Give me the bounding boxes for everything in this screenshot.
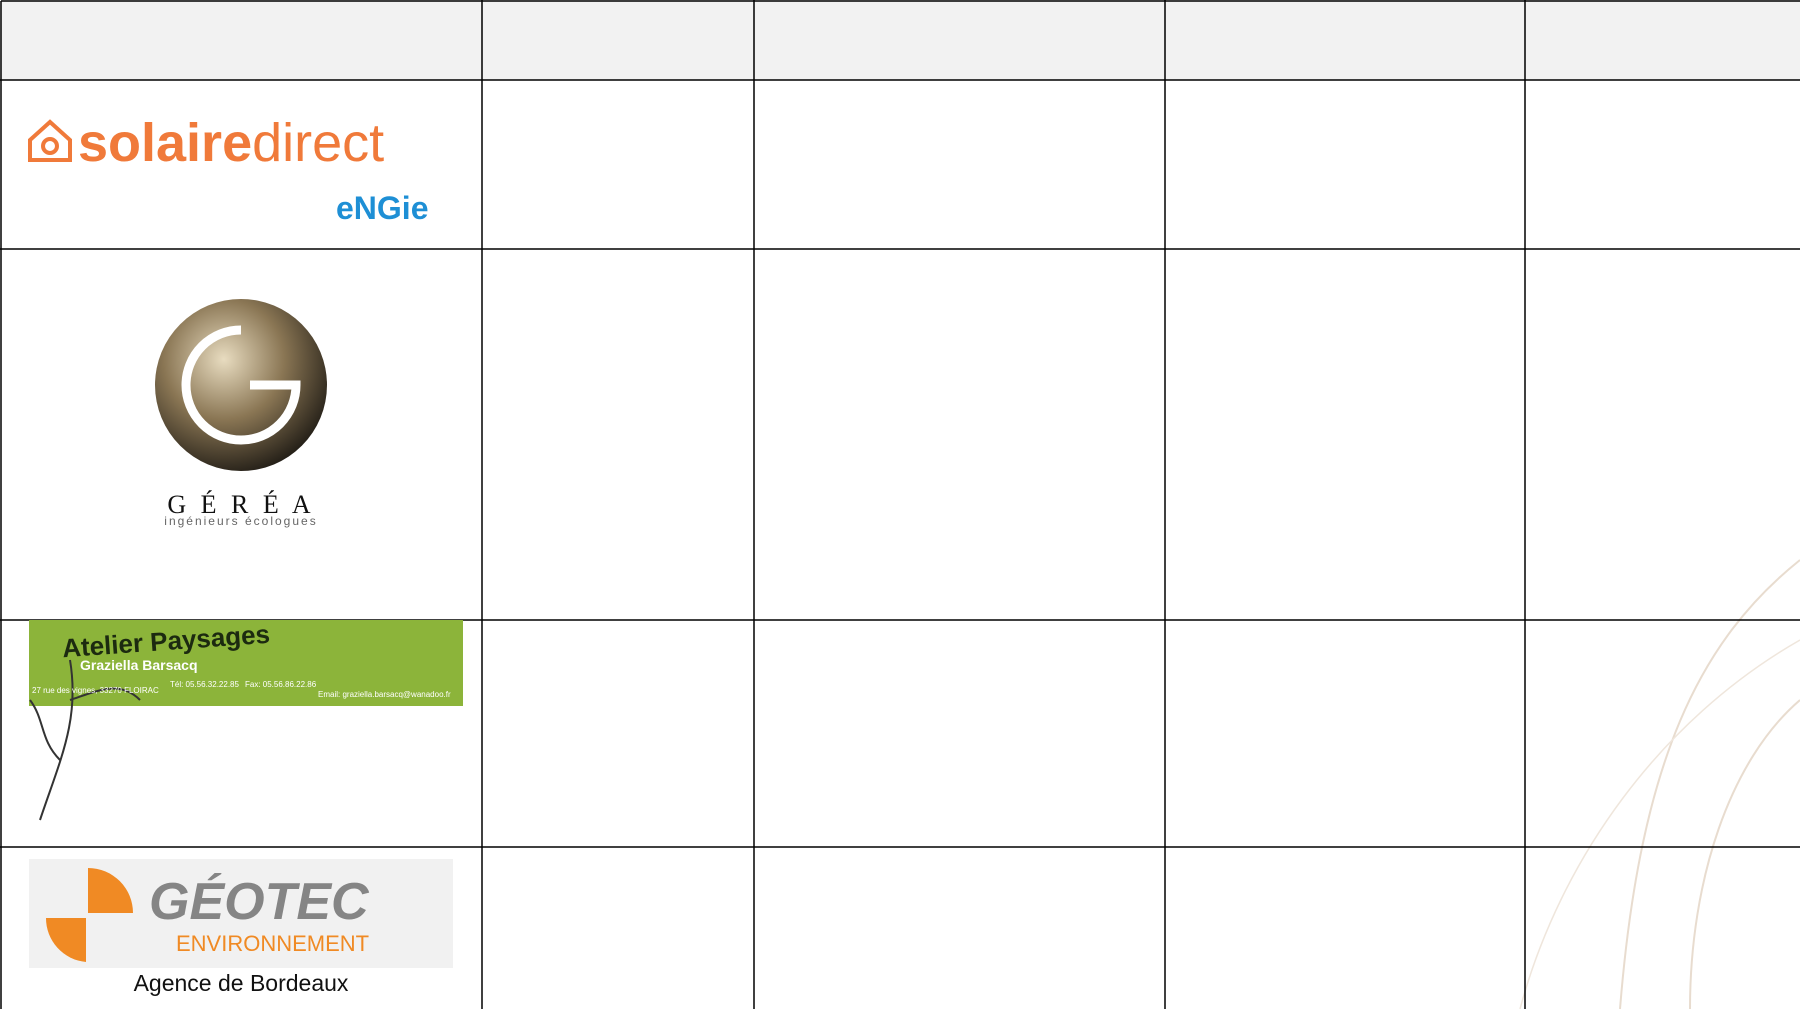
decor-arc: [1689, 699, 1800, 1009]
geotec-icon: [88, 868, 133, 913]
gerea-globe: [155, 299, 327, 471]
decor-arc: [1619, 559, 1800, 1009]
atelier-tel: Tél: 05.56.32.22.85: [170, 680, 239, 689]
header-bg: [0, 0, 1800, 80]
atelier-fax: Fax: 05.56.86.22.86: [245, 680, 317, 689]
gerea-tagline: ingénieurs écologues: [164, 514, 318, 528]
geotec-icon: [45, 918, 86, 962]
gerea-name: G É R É A: [167, 490, 315, 519]
geotec-name: GÉOTEC: [149, 873, 369, 931]
agency: Agence de Bordeaux: [133, 970, 349, 996]
decor-arc: [1519, 639, 1800, 1009]
atelier-owner: Graziella Barsacq: [80, 657, 198, 673]
atelier-twigs: [29, 659, 141, 821]
solaire-icon: [28, 119, 72, 162]
logo-text: solaire: [78, 113, 253, 173]
atelier-email: Email: graziella.barsacq@wanadoo.fr: [318, 690, 451, 699]
engie-logo: eNGie: [336, 190, 429, 226]
atelier-banner: [29, 620, 463, 706]
gerea-g: [181, 325, 301, 445]
solaire-logo: solairedirect: [78, 112, 384, 174]
atelier-address: 27 rue des vignes, 33270 FLOIRAC: [32, 686, 159, 695]
geotec-sub: ENVIRONNEMENT: [176, 931, 370, 956]
logo-text: direct: [252, 113, 385, 173]
